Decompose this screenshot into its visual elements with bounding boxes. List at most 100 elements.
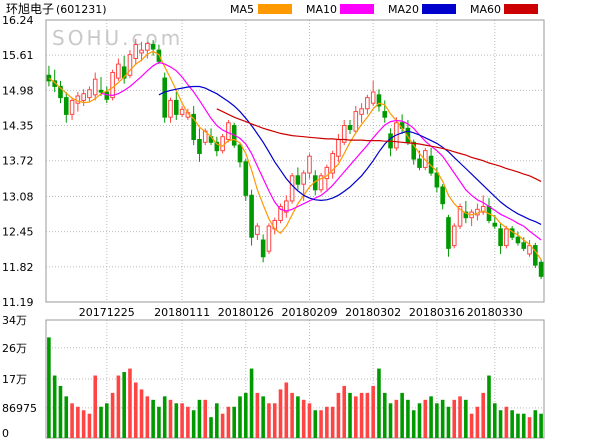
stock-code: (601231) [56,3,107,16]
legend-swatch-ma10 [340,4,374,14]
ma-line-ma60 [216,108,542,182]
legend-label-ma10: MA10 [306,3,337,16]
volume-bar [151,399,155,438]
candle-body [422,150,428,168]
price-tick-label: 14.98 [2,84,34,97]
volume-bar [58,385,63,438]
volume-bar [435,403,439,438]
candle-body [173,99,179,115]
price-tick-label: 11.82 [2,261,34,274]
volume-bar [203,399,208,438]
candle-body [266,225,272,252]
price-tick-label: 13.08 [2,190,34,203]
legend-swatch-ma20 [422,4,456,14]
candle-body [434,172,440,188]
candle-body [440,186,445,205]
volume-bar [296,396,300,438]
legend-swatch-ma5 [258,4,292,14]
volume-bar [116,375,121,438]
volume-bar [406,399,410,438]
candle-body [69,99,75,115]
candle-body [116,63,121,79]
volume-bar [307,403,312,438]
volume-bar [226,406,231,438]
volume-bar [492,403,497,438]
date-tick-label: 20180330 [467,306,523,319]
volume-bar [533,410,538,438]
candle-body [341,125,347,143]
stock-name: 环旭电子 [6,2,54,16]
volume-bar [122,372,126,438]
volume-bar [243,392,248,438]
volume-bar [527,417,532,438]
candle-body [370,91,376,104]
candle-body [162,77,168,118]
volume-bar [417,403,422,438]
candle-body [46,74,52,82]
volume-bar [284,382,289,438]
volume-bar [464,399,468,438]
volume-bar [70,403,74,438]
volume-tick-label: 86975 [2,402,37,415]
volume-bar [139,389,144,438]
candle-body [121,66,127,79]
candle-body [260,239,266,258]
volume-bar [377,368,381,438]
price-tick-label: 15.61 [2,49,34,62]
legend-label-ma60: MA60 [470,3,501,16]
volume-tick-label: 34万 [2,314,27,327]
candle-body [463,211,469,219]
volume-bar [197,399,202,438]
candle-body [214,141,220,152]
volume-bar [469,413,474,438]
candle-body [249,194,254,238]
candle-body [382,111,388,118]
date-tick-label: 20171225 [79,306,135,319]
candle-body [307,155,312,174]
candle-body [179,108,185,115]
volume-bar [267,403,271,438]
chart-header: 环旭电子 (601231) MA5 MA10 MA20 MA60 [6,2,538,16]
candle-body [515,236,521,244]
candle-body [284,200,289,213]
candle-body [446,217,451,249]
candle-body [237,144,243,163]
volume-bar [394,399,399,438]
candle-body [301,172,306,185]
candle-body [538,261,544,277]
candle-body [243,161,249,196]
volume-bar [238,396,242,438]
date-tick-label: 20180302 [345,306,401,319]
candle-body [405,127,411,143]
volume-bar [186,406,190,438]
candle-body [521,242,527,249]
volume-bar [452,399,457,438]
candle-body [376,94,382,107]
candle-body [110,71,115,99]
candle-body [365,97,370,110]
volume-bar [348,392,352,438]
watermark: SOHU.com [52,26,183,50]
volume-panel: 34万 26万 17万 86975 0 [2,314,545,440]
volume-bar [191,410,196,438]
candle-body [81,93,86,101]
volume-bar [458,396,462,438]
volume-bar [52,375,57,438]
volume-bar [354,396,358,438]
volume-bar [255,392,260,438]
candle-body [75,95,81,104]
volume-bar [539,413,543,438]
price-tick-label: 11.19 [2,296,34,309]
candle-body [150,44,156,50]
candle-body [92,78,98,96]
candle-body [139,49,144,54]
volume-bar [128,368,132,438]
price-tick-label: 13.72 [2,155,34,168]
date-tick-label: 20180126 [218,306,274,319]
candle-body [353,111,359,132]
candle-body [191,113,196,141]
volume-bar [388,403,393,438]
volume-bar [510,410,514,438]
volume-bar [301,399,306,438]
candle-body [87,89,92,99]
